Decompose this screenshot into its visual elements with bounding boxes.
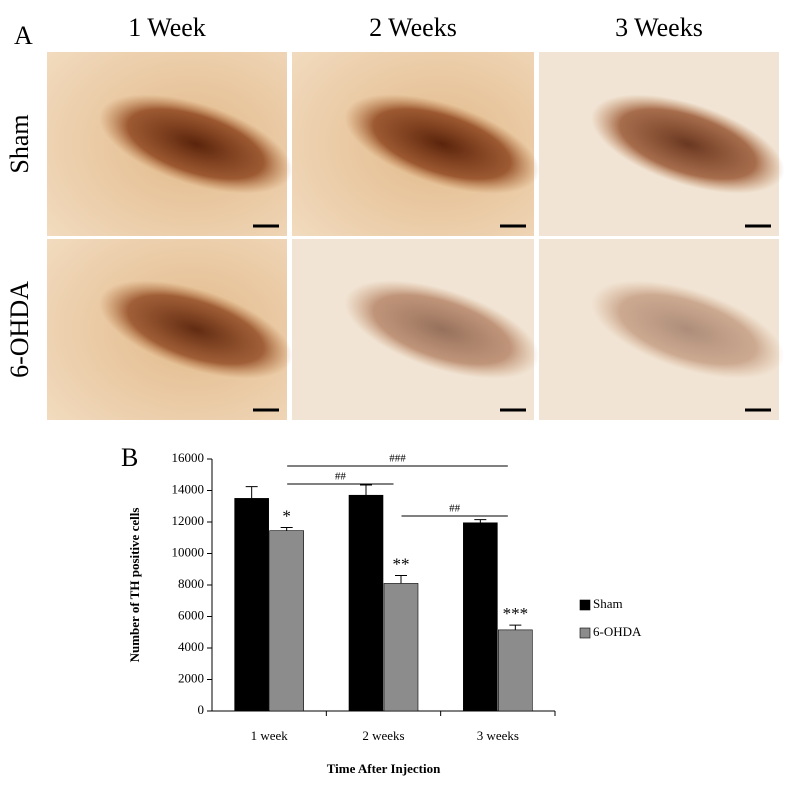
comparison-label: ###: [389, 453, 406, 465]
significance-label: **: [393, 554, 410, 573]
y-tick-label: 12000: [172, 513, 205, 528]
stained-region: [99, 94, 293, 194]
error-bar: [280, 527, 293, 531]
y-tick-label: 8000: [178, 576, 204, 591]
significance-label: *: [282, 506, 291, 525]
error-bar: [474, 519, 487, 523]
micrograph-grid: [47, 52, 785, 420]
stained-region: [99, 280, 293, 379]
x-tick-label: 1 week: [251, 728, 289, 743]
legend-label: Sham: [593, 596, 623, 611]
legend-swatch: [579, 627, 591, 639]
y-tick-label: 14000: [172, 481, 205, 496]
stained-region: [591, 94, 785, 194]
y-tick-label: 16000: [172, 450, 205, 465]
bar: [463, 522, 498, 712]
stained-region: [344, 94, 540, 194]
stained-region: [344, 280, 540, 379]
error-bar: [245, 486, 258, 499]
stained-region: [591, 280, 785, 379]
bar: [383, 583, 419, 712]
bar: [234, 498, 269, 712]
panel-label: B: [121, 443, 138, 472]
y-tick-label: 0: [198, 702, 205, 717]
column-header: 2 Weeks: [369, 13, 457, 42]
x-tick-label: 2 weeks: [362, 728, 404, 743]
error-bar: [395, 575, 407, 584]
comparison-label: ##: [449, 503, 461, 515]
row-header: Sham: [5, 114, 34, 173]
legend-label: 6-OHDA: [593, 624, 642, 639]
column-header: 3 Weeks: [615, 13, 703, 42]
significance-label: ***: [503, 604, 529, 623]
bar: [269, 530, 304, 712]
bar: [348, 494, 384, 712]
comparison-label: ##: [335, 471, 347, 483]
panel-label: A: [14, 21, 33, 50]
bar: [498, 629, 533, 712]
y-tick-label: 6000: [178, 607, 204, 622]
y-tick-label: 2000: [178, 670, 204, 685]
x-axis-title: Time After Injection: [327, 761, 441, 776]
legend-swatch: [579, 599, 591, 611]
x-tick-label: 3 weeks: [477, 728, 519, 743]
y-axis-title: Number of TH positive cells: [127, 508, 142, 663]
y-tick-label: 10000: [172, 544, 205, 559]
y-tick-label: 4000: [178, 639, 204, 654]
error-bar: [360, 484, 372, 496]
error-bar: [509, 624, 522, 630]
column-header: 1 Week: [128, 13, 206, 42]
row-header: 6-OHDA: [5, 281, 34, 378]
